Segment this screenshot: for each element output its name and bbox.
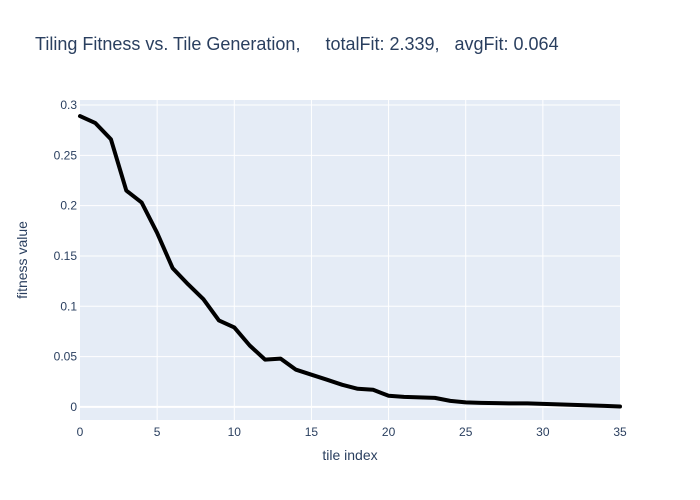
series-lines xyxy=(78,114,622,409)
x-tick-label: 10 xyxy=(228,425,242,439)
x-tick-label: 15 xyxy=(305,425,319,439)
y-tick-label: 0 xyxy=(70,400,77,414)
y-tick-label: 0.15 xyxy=(54,249,78,263)
y-tick-label: 0.3 xyxy=(60,98,77,112)
x-tick-label: 35 xyxy=(613,425,627,439)
x-tick-label: 30 xyxy=(536,425,550,439)
y-axis-ticks: 0 0.05 0.1 0.15 0.2 0.25 0.3 xyxy=(54,98,78,414)
x-tick-label: 0 xyxy=(77,425,84,439)
x-tick-label: 5 xyxy=(154,425,161,439)
y-tick-label: 0.2 xyxy=(60,199,77,213)
y-axis-title: fitness value xyxy=(14,221,30,299)
x-axis-ticks: 0 5 10 15 20 25 30 35 xyxy=(77,425,627,439)
y-tick-label: 0.25 xyxy=(54,148,78,162)
x-axis-title: tile index xyxy=(322,447,377,463)
y-tick-label: 0.1 xyxy=(60,299,77,313)
plot-area xyxy=(80,100,620,420)
x-tick-label: 25 xyxy=(459,425,473,439)
chart-title: Tiling Fitness vs. Tile Generation, tota… xyxy=(35,34,559,54)
grid-lines xyxy=(80,100,620,420)
series-line xyxy=(78,114,622,409)
x-tick-label: 20 xyxy=(382,425,396,439)
y-tick-label: 0.05 xyxy=(54,350,78,364)
